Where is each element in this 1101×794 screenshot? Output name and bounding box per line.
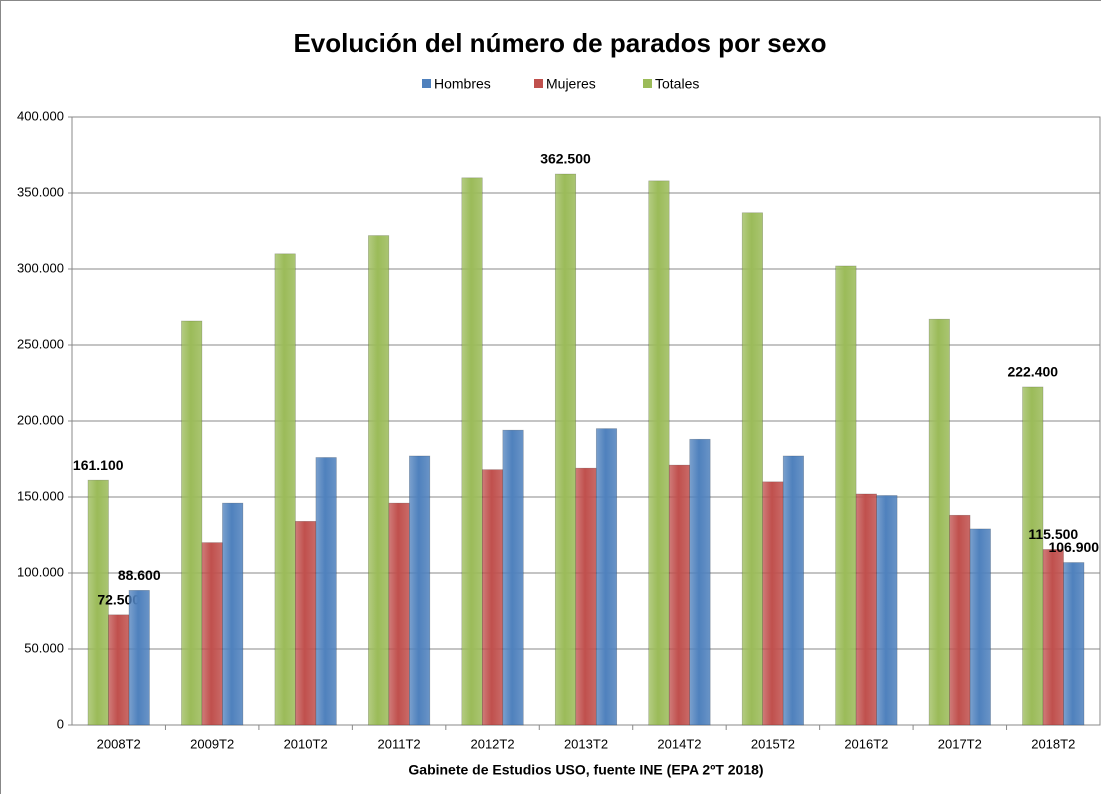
y-tick-label: 200.000	[17, 412, 64, 427]
bar	[782, 455, 804, 726]
bar	[128, 590, 150, 726]
chart-title: Evolución del número de parados por sexo	[293, 28, 826, 58]
y-tick-label: 350.000	[17, 184, 64, 199]
data-label: 161.100	[73, 457, 124, 473]
data-label: 115.500	[1028, 526, 1078, 542]
bar	[222, 502, 244, 726]
x-tick-label: 2015T2	[751, 736, 795, 751]
bar	[368, 235, 390, 726]
bar	[762, 481, 784, 726]
legend-label: Hombres	[434, 76, 491, 92]
x-tick-label: 2010T2	[284, 736, 328, 751]
legend-swatch	[422, 79, 431, 88]
bar	[855, 493, 877, 726]
bar	[388, 502, 410, 726]
bar	[108, 614, 130, 726]
bar	[181, 320, 203, 726]
bar	[274, 253, 296, 726]
bar	[648, 180, 670, 726]
x-tick-label: 2016T2	[844, 736, 888, 751]
y-tick-label: 0	[57, 716, 64, 731]
bar	[949, 514, 971, 726]
bar	[295, 521, 317, 726]
x-tick-label: 2012T2	[470, 736, 514, 751]
legend-swatch	[534, 79, 543, 88]
bar	[409, 455, 431, 726]
bar	[741, 212, 763, 726]
bar	[1042, 549, 1064, 726]
y-tick-label: 300.000	[17, 260, 64, 275]
x-tick-label: 2011T2	[378, 736, 421, 751]
legend-swatch	[643, 79, 652, 88]
bar	[835, 265, 857, 726]
x-tick-label: 2013T2	[564, 736, 608, 751]
x-tick-label: 2018T2	[1031, 736, 1075, 751]
data-label: 88.600	[118, 567, 161, 583]
bar	[87, 479, 109, 726]
y-tick-label: 400.000	[17, 108, 64, 123]
x-tick-label: 2014T2	[657, 736, 701, 751]
bar	[481, 469, 504, 726]
bar	[575, 467, 597, 726]
legend-label: Mujeres	[546, 76, 596, 92]
bar	[201, 542, 223, 726]
bar	[502, 429, 524, 726]
data-label: 222.400	[1007, 364, 1058, 380]
bar	[689, 438, 711, 726]
bar	[315, 457, 337, 726]
bar	[1022, 386, 1044, 726]
bar	[595, 428, 618, 726]
bar	[1063, 562, 1085, 726]
bar	[876, 495, 898, 726]
bar	[554, 173, 577, 726]
data-label: 362.500	[540, 151, 591, 167]
x-tick-label: 2009T2	[190, 736, 234, 751]
x-tick-label: 2008T2	[97, 736, 141, 751]
x-axis-label: Gabinete de Estudios USO, fuente INE (EP…	[408, 762, 763, 778]
bar	[668, 464, 691, 726]
x-tick-label: 2017T2	[938, 736, 982, 751]
y-tick-label: 150.000	[17, 488, 64, 503]
y-tick-label: 250.000	[17, 336, 64, 351]
bar	[928, 318, 950, 726]
legend-label: Totales	[655, 76, 699, 92]
y-tick-label: 100.000	[17, 564, 64, 579]
bar	[461, 177, 483, 726]
data-label: 106.900	[1048, 539, 1099, 555]
y-tick-label: 50.000	[24, 640, 64, 655]
bar	[969, 528, 991, 726]
